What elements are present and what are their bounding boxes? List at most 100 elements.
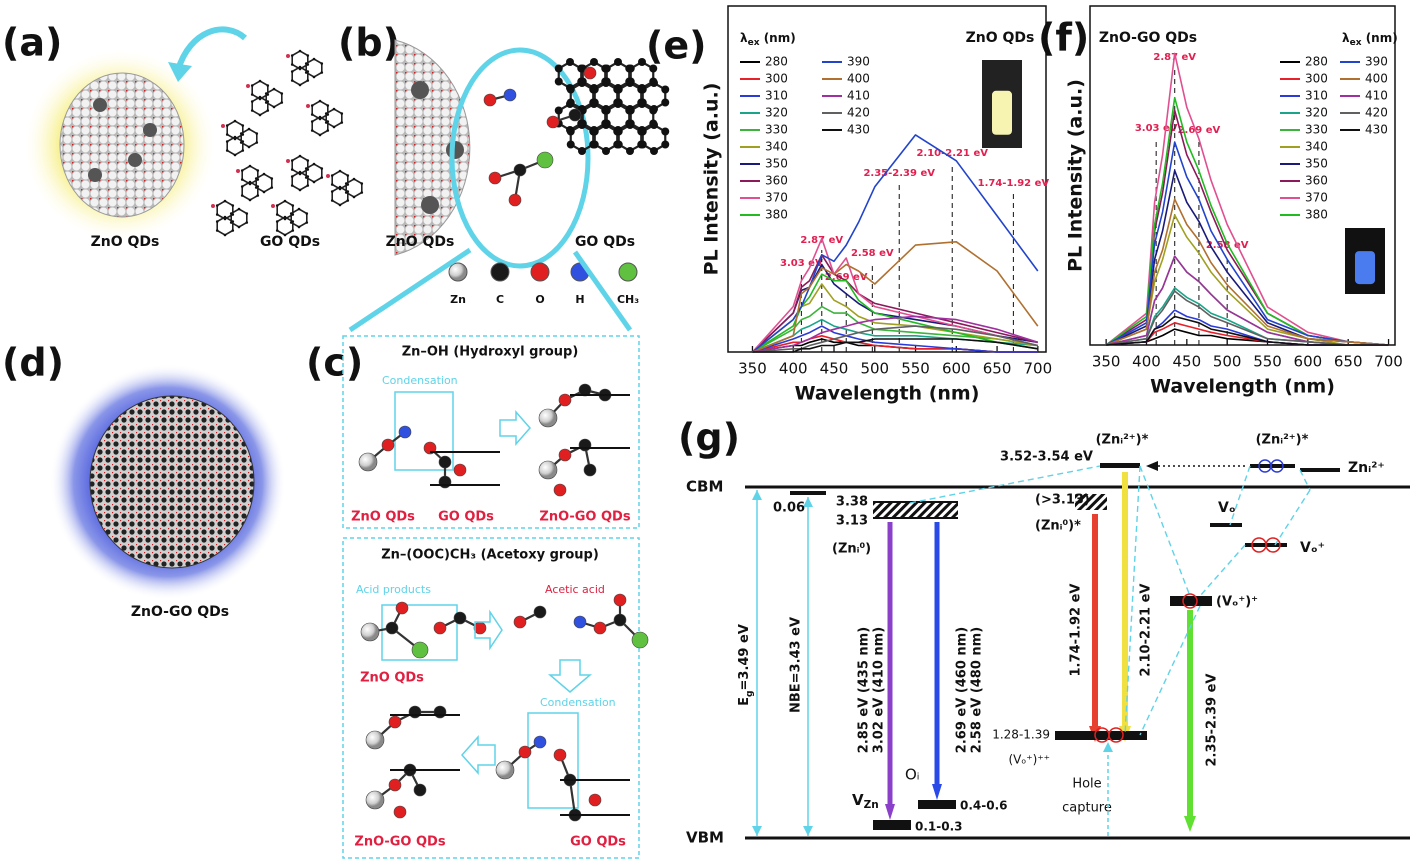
go-atom: [338, 169, 342, 173]
label: 2.35-2.39 eV: [1205, 674, 1220, 767]
label-part: (nm): [760, 31, 796, 45]
marker-label: 3.03 eV: [780, 258, 823, 269]
go-atom: [614, 85, 623, 94]
legend-label: 430: [1365, 123, 1388, 137]
label: Vₒ: [1218, 500, 1236, 516]
diagram-line: [1229, 465, 1251, 526]
go-atom: [248, 180, 252, 184]
legend-label: H: [575, 293, 584, 306]
go-atom: [248, 164, 252, 168]
go-atom: [638, 58, 646, 66]
atom: [553, 748, 567, 762]
go-atom: [638, 127, 647, 136]
o-atom: [246, 84, 250, 88]
go-atom: [650, 121, 658, 129]
panel-label: (b): [338, 21, 400, 65]
go-atom: [626, 106, 635, 115]
go-atom: [290, 168, 294, 171]
marker-label: 2.10-2.21 eV: [916, 148, 988, 159]
go-atom: [330, 174, 334, 177]
legend-label: 320: [1305, 106, 1328, 120]
go-atom: [275, 204, 279, 207]
go-atom: [320, 62, 324, 65]
legend-label: 340: [1305, 140, 1328, 154]
go-atom: [650, 147, 658, 155]
go-atom: [590, 100, 598, 108]
step-arrow: [474, 609, 503, 651]
cyan-head: [803, 497, 813, 507]
caption: GO QDs: [575, 234, 635, 250]
legend-label: O: [535, 293, 544, 306]
go-atom: [290, 184, 294, 187]
o-atom: [221, 124, 225, 128]
atom: [503, 88, 517, 102]
go-atom: [554, 106, 563, 115]
atom: [538, 460, 558, 480]
go-atom: [312, 162, 316, 166]
atom: [533, 735, 547, 749]
atom: [388, 778, 402, 792]
go-atom: [258, 79, 262, 83]
label: ZnO-GO QDs: [539, 510, 630, 525]
go-atom: [272, 87, 276, 91]
atom: [433, 705, 447, 719]
go-atom: [578, 147, 586, 155]
atom: [558, 448, 572, 462]
spectrum-line: [752, 273, 1038, 353]
go-atom: [240, 178, 244, 181]
caption: GO QDs: [260, 234, 320, 250]
y-axis-label: PL Intensity (a.u.): [1065, 79, 1087, 272]
x-tick-label: 450: [1173, 353, 1202, 371]
legend-label: 400: [1365, 72, 1388, 86]
atom: [588, 793, 602, 807]
x-tick-label: 350: [738, 360, 767, 378]
go-atom: [223, 217, 227, 221]
go-atom: [289, 212, 293, 215]
vial-glow: [1355, 251, 1375, 285]
atom: [583, 66, 597, 80]
atom: [408, 705, 422, 719]
legend-label: 370: [765, 191, 788, 205]
go-atom: [272, 105, 276, 109]
x-tick-label: 400: [1132, 353, 1161, 371]
plot-frame: [1089, 5, 1396, 346]
atom: [613, 593, 627, 607]
label: 0.1-0.3: [915, 820, 963, 834]
go-atom: [306, 159, 310, 162]
go-atom: [338, 187, 342, 191]
go-atom: [215, 220, 219, 223]
go-atom: [638, 85, 647, 94]
go-atom: [626, 147, 634, 155]
panel-label: (d): [2, 341, 64, 385]
go-atom: [360, 191, 364, 194]
legend-label: 320: [765, 106, 788, 120]
label-part: =3.49 eV: [737, 624, 752, 690]
o-atom: [271, 204, 275, 208]
x-tick-label: 650: [1334, 353, 1363, 371]
go-atom: [247, 127, 251, 131]
go-atom: [626, 79, 634, 87]
go-atom: [638, 100, 646, 108]
legend-atom: [490, 262, 510, 282]
go-atom: [233, 119, 237, 123]
atom: [398, 425, 412, 439]
go-atom: [233, 153, 237, 157]
legend-label: 350: [1305, 157, 1328, 171]
zn-atom: [93, 98, 107, 112]
label-part: g: [745, 690, 755, 697]
go-atom: [290, 63, 294, 66]
go-atom: [245, 221, 249, 224]
marker-label: 2.58 eV: [851, 248, 894, 259]
spectrum-line: [1105, 290, 1389, 346]
go-atom: [255, 141, 259, 144]
label-part: (nm): [1362, 31, 1398, 45]
go-atom: [650, 79, 658, 87]
level: [1055, 731, 1147, 740]
level: [1170, 596, 1212, 606]
step-arrow: [460, 735, 496, 775]
level: [918, 800, 956, 809]
x-tick-label: 350: [1092, 353, 1121, 371]
go-atom: [266, 84, 270, 87]
go-atom: [626, 121, 634, 129]
